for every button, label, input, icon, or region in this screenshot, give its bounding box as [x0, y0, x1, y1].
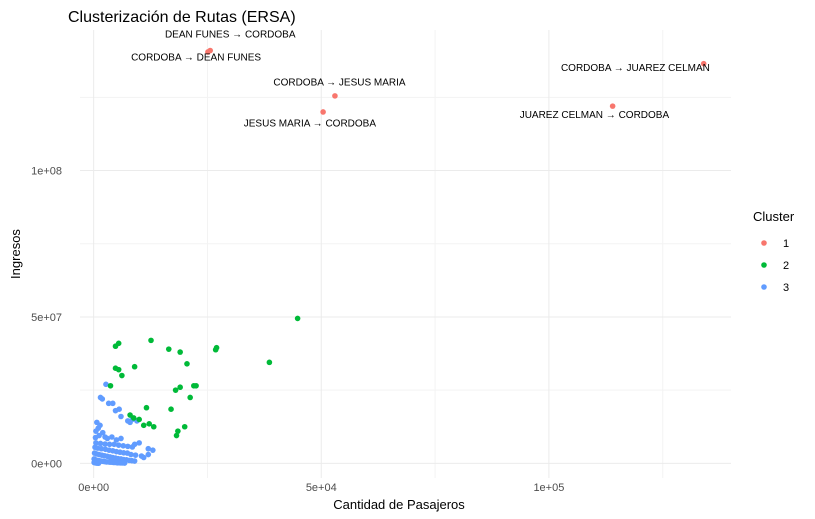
data-point-cluster-3 — [145, 445, 152, 452]
data-point-cluster-2 — [115, 366, 122, 373]
data-point-cluster-2 — [112, 343, 119, 350]
data-points — [91, 47, 707, 466]
legend-label-cluster-2: 2 — [783, 260, 789, 272]
data-point-cluster-2 — [187, 394, 193, 401]
legend-key-cluster-3 — [761, 284, 767, 290]
grid — [80, 30, 731, 478]
x-tick-label: 5e+04 — [306, 482, 337, 494]
chart-title: Clusterización de Rutas (ERSA) — [68, 9, 296, 26]
x-tick-label: 0e+00 — [78, 482, 109, 494]
data-point-cluster-3 — [132, 452, 139, 458]
point-annotation: JESUS MARIA → CORDOBA — [244, 119, 377, 130]
data-point-cluster-3 — [150, 447, 156, 453]
data-point-cluster-3 — [105, 400, 112, 407]
data-point-cluster-3 — [115, 442, 122, 449]
data-point-cluster-2 — [294, 315, 301, 322]
y-tick-label: 5e+07 — [31, 312, 62, 324]
data-point-cluster-3 — [128, 451, 134, 458]
data-point-cluster-3 — [113, 437, 120, 443]
data-point-cluster-2 — [212, 346, 219, 353]
data-point-cluster-2 — [181, 423, 188, 430]
data-point-cluster-2 — [143, 404, 150, 411]
data-point-cluster-3 — [111, 441, 117, 448]
data-point-cluster-3 — [127, 419, 133, 426]
x-axis-title: Cantidad de Pasajeros — [333, 497, 465, 512]
data-point-cluster-2 — [168, 406, 174, 412]
data-point-cluster-3 — [93, 440, 99, 446]
legend: Cluster 1 2 3 — [753, 209, 795, 294]
data-point-cluster-2 — [131, 363, 138, 370]
y-axis-title: Ingresos — [8, 229, 23, 279]
data-point-cluster-1 — [700, 60, 707, 67]
data-point-cluster-2 — [130, 415, 137, 421]
point-annotation: CORDOBA → JESUS MARIA — [273, 78, 406, 89]
data-point-cluster-2 — [177, 349, 183, 355]
data-point-cluster-1 — [609, 103, 616, 109]
data-point-cluster-2 — [165, 346, 172, 352]
data-point-cluster-2 — [266, 359, 273, 366]
x-tick-label: 1e+05 — [533, 482, 564, 494]
data-point-cluster-1 — [332, 93, 338, 99]
data-point-cluster-2 — [177, 384, 183, 391]
data-point-cluster-2 — [107, 382, 114, 389]
data-point-cluster-3 — [97, 422, 103, 429]
data-point-cluster-2 — [172, 387, 179, 393]
data-point-cluster-3 — [92, 434, 99, 441]
data-point-cluster-2 — [173, 432, 180, 439]
data-point-cluster-3 — [129, 444, 136, 450]
point-annotation: DEAN FUNES → CORDOBA — [165, 29, 296, 40]
data-point-cluster-3 — [140, 454, 147, 461]
data-point-cluster-3 — [97, 440, 104, 447]
annotations: DEAN FUNES → CORDOBA CORDOBA → DEAN FUNES… — [131, 29, 710, 129]
data-point-cluster-3 — [98, 445, 105, 452]
data-point-cluster-2 — [140, 422, 147, 429]
data-point-cluster-3 — [106, 441, 113, 448]
data-point-cluster-2 — [184, 361, 190, 367]
data-point-cluster-3 — [121, 460, 128, 466]
data-point-cluster-3 — [118, 413, 124, 420]
data-point-cluster-3 — [95, 460, 102, 466]
legend-key-cluster-2 — [761, 262, 767, 268]
data-point-cluster-2 — [136, 416, 142, 423]
data-point-cluster-2 — [193, 382, 199, 389]
legend-title: Cluster — [753, 209, 795, 224]
data-point-cluster-3 — [102, 441, 108, 447]
y-tick-label: 0e+00 — [31, 458, 62, 470]
data-point-cluster-3 — [109, 400, 116, 407]
data-point-cluster-3 — [145, 451, 152, 458]
x-tick-labels: 0e+00 5e+04 1e+05 — [78, 482, 564, 494]
data-point-cluster-3 — [131, 458, 138, 464]
data-point-cluster-3 — [104, 435, 111, 442]
data-point-cluster-2 — [150, 423, 157, 430]
legend-items: 1 2 3 — [761, 238, 789, 294]
y-tick-labels: 0e+00 5e+07 1e+08 — [31, 166, 62, 471]
point-annotation: CORDOBA → JUAREZ CELMAN — [561, 63, 710, 74]
legend-label-cluster-3: 3 — [783, 282, 789, 294]
y-tick-label: 1e+08 — [31, 166, 62, 178]
data-point-cluster-2 — [175, 428, 181, 434]
point-annotation: JUAREZ CELMAN → CORDOBA — [520, 110, 670, 121]
legend-key-cluster-1 — [761, 240, 767, 246]
data-point-cluster-3 — [136, 440, 142, 446]
data-point-cluster-3 — [120, 442, 127, 449]
data-point-cluster-3 — [99, 396, 106, 402]
point-annotation: CORDOBA → DEAN FUNES — [131, 53, 261, 64]
data-point-cluster-2 — [146, 421, 152, 427]
data-point-cluster-3 — [118, 435, 124, 442]
data-point-cluster-2 — [148, 337, 154, 344]
data-point-cluster-1 — [320, 109, 326, 115]
data-point-cluster-3 — [116, 406, 122, 412]
data-point-cluster-1 — [205, 49, 211, 55]
data-point-cluster-2 — [119, 372, 125, 379]
data-point-cluster-3 — [109, 434, 115, 440]
data-point-cluster-3 — [125, 443, 131, 450]
data-point-cluster-3 — [103, 381, 109, 388]
legend-label-cluster-1: 1 — [783, 238, 789, 250]
